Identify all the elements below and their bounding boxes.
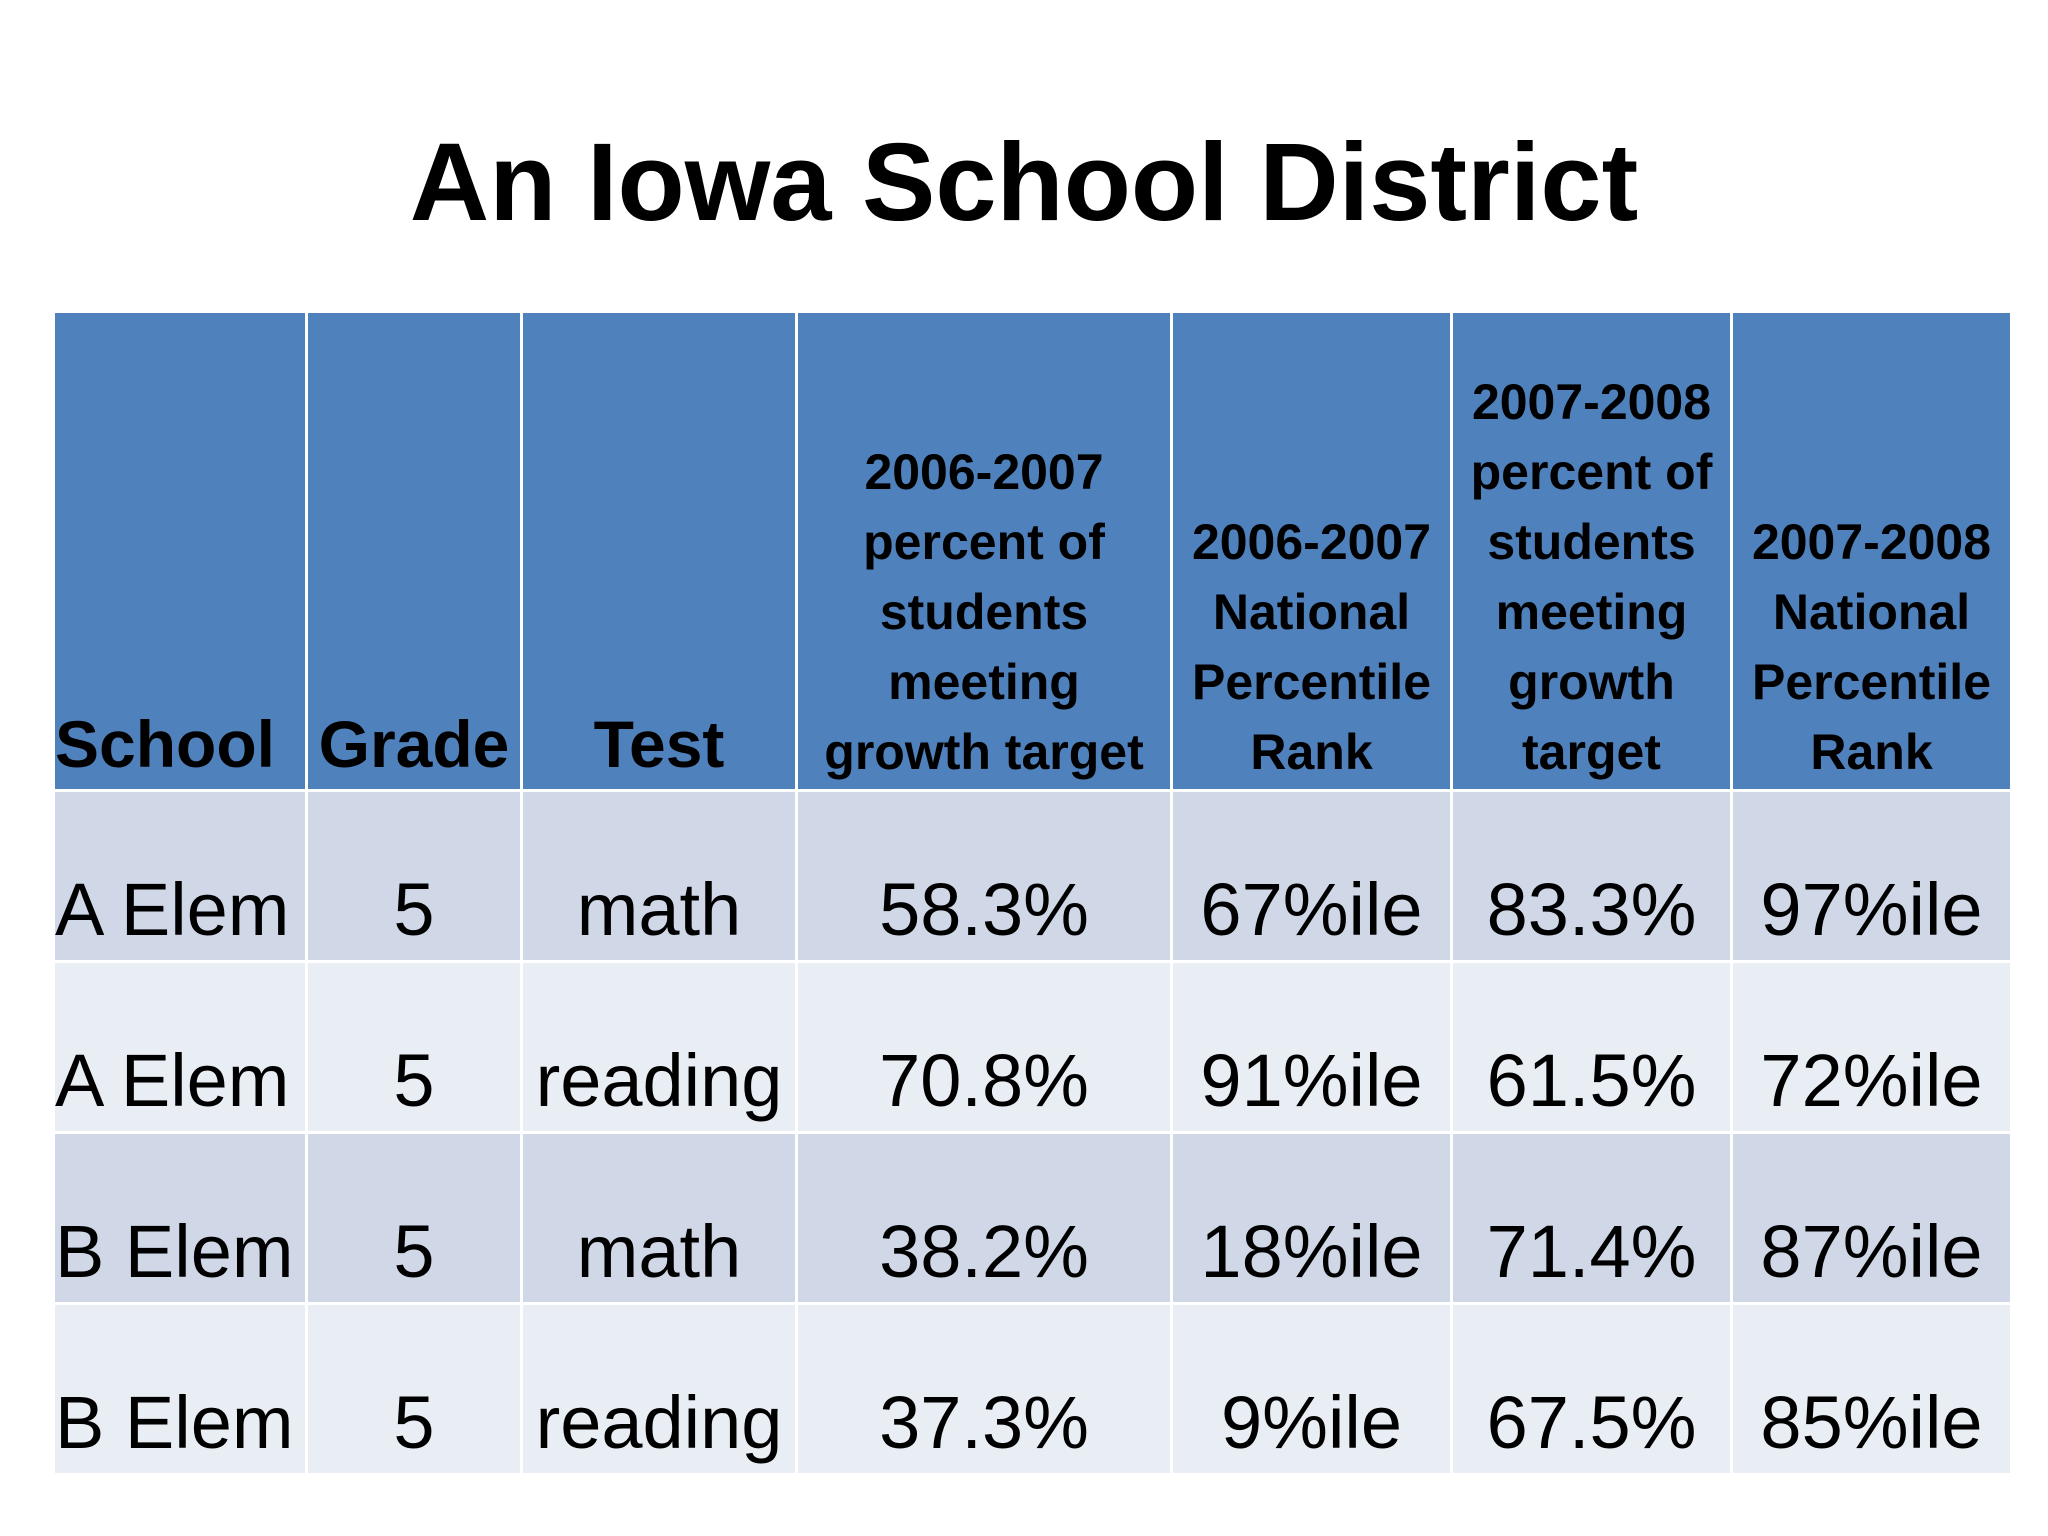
- cell-2006-2007-growth: 37.3%: [798, 1305, 1170, 1473]
- cell-2007-2008-percentile: 87%ile: [1733, 1134, 2010, 1302]
- column-header-grade: Grade: [308, 313, 520, 789]
- cell-2006-2007-percentile: 67%ile: [1173, 792, 1450, 960]
- table-header-row: School Grade Test 2006-2007 percent of s…: [55, 313, 2010, 789]
- column-header-2007-2008-growth: 2007-2008 percent of students meeting gr…: [1453, 313, 1730, 789]
- cell-grade: 5: [308, 1134, 520, 1302]
- cell-2007-2008-growth: 61.5%: [1453, 963, 1730, 1131]
- table-row: B Elem 5 reading 37.3% 9%ile 67.5% 85%il…: [55, 1305, 2010, 1473]
- cell-2006-2007-percentile: 9%ile: [1173, 1305, 1450, 1473]
- column-header-2006-2007-percentile: 2006-2007 National Percentile Rank: [1173, 313, 1450, 789]
- cell-2006-2007-percentile: 18%ile: [1173, 1134, 1450, 1302]
- cell-2007-2008-percentile: 72%ile: [1733, 963, 2010, 1131]
- cell-grade: 5: [308, 1305, 520, 1473]
- cell-test: reading: [523, 1305, 795, 1473]
- column-header-2006-2007-growth: 2006-2007 percent of students meeting gr…: [798, 313, 1170, 789]
- table-row: B Elem 5 math 38.2% 18%ile 71.4% 87%ile: [55, 1134, 2010, 1302]
- cell-test: math: [523, 1134, 795, 1302]
- cell-school: B Elem: [55, 1134, 305, 1302]
- column-header-test: Test: [523, 313, 795, 789]
- cell-school: A Elem: [55, 792, 305, 960]
- cell-2007-2008-percentile: 97%ile: [1733, 792, 2010, 960]
- column-header-2007-2008-percentile: 2007-2008 National Percentile Rank: [1733, 313, 2010, 789]
- table-row: A Elem 5 math 58.3% 67%ile 83.3% 97%ile: [55, 792, 2010, 960]
- cell-2007-2008-growth: 83.3%: [1453, 792, 1730, 960]
- cell-grade: 5: [308, 792, 520, 960]
- cell-2006-2007-percentile: 91%ile: [1173, 963, 1450, 1131]
- cell-2007-2008-growth: 71.4%: [1453, 1134, 1730, 1302]
- results-table: School Grade Test 2006-2007 percent of s…: [52, 310, 2013, 1476]
- cell-2006-2007-growth: 70.8%: [798, 963, 1170, 1131]
- cell-test: reading: [523, 963, 795, 1131]
- cell-2006-2007-growth: 58.3%: [798, 792, 1170, 960]
- cell-school: A Elem: [55, 963, 305, 1131]
- cell-school: B Elem: [55, 1305, 305, 1473]
- column-header-school: School: [55, 313, 305, 789]
- cell-2007-2008-percentile: 85%ile: [1733, 1305, 2010, 1473]
- table-row: A Elem 5 reading 70.8% 91%ile 61.5% 72%i…: [55, 963, 2010, 1131]
- cell-grade: 5: [308, 963, 520, 1131]
- slide-title: An Iowa School District: [409, 121, 1639, 244]
- cell-test: math: [523, 792, 795, 960]
- cell-2007-2008-growth: 67.5%: [1453, 1305, 1730, 1473]
- cell-2006-2007-growth: 38.2%: [798, 1134, 1170, 1302]
